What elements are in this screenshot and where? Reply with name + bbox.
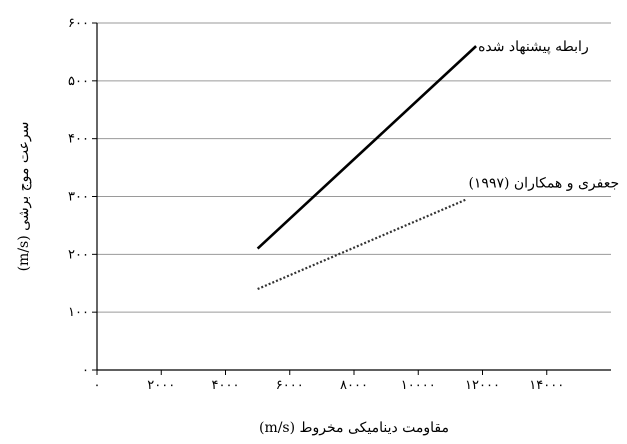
x-tick-label: ۱۲۰۰۰ [465, 378, 500, 393]
x-tick-label: ۸۰۰۰ [340, 378, 368, 393]
y-tick-label: ۱۰۰ [68, 305, 89, 320]
series-layer [256, 45, 477, 291]
x-axis-title: مقاومت دینامیکی مخروط (m/s) [259, 420, 449, 436]
x-tick-label: ۱۰۰۰۰ [401, 378, 436, 393]
x-tick-label: ۱۴۰۰۰ [529, 378, 564, 393]
series-line-1 [256, 45, 477, 250]
y-tick-label: ۶۰۰ [68, 16, 89, 31]
y-tick-label: ۴۰۰ [68, 132, 89, 147]
x-tick-label: ۲۰۰۰ [147, 378, 175, 393]
series-label-2: جعفری و همکاران (۱۹۹۷) [468, 175, 619, 191]
grid-layer [97, 22, 611, 313]
series-label-1: رابطه پیشنهاد شده [478, 39, 589, 55]
y-tick-label: ۲۰۰ [68, 247, 89, 262]
x-tick-label: ۶۰۰۰ [276, 378, 304, 393]
y-tick-label: ۵۰۰ [68, 74, 89, 89]
y-axis-title: سرعت موج برشی (m/s) [16, 122, 32, 272]
y-tick-label: ۰ [82, 363, 89, 378]
series-line-2 [257, 198, 467, 291]
x-tick-label: ۴۰۰۰ [212, 378, 240, 393]
x-tick-label: ۰ [94, 378, 101, 393]
axes-layer [92, 22, 611, 375]
y-tick-label: ۳۰۰ [68, 190, 89, 205]
